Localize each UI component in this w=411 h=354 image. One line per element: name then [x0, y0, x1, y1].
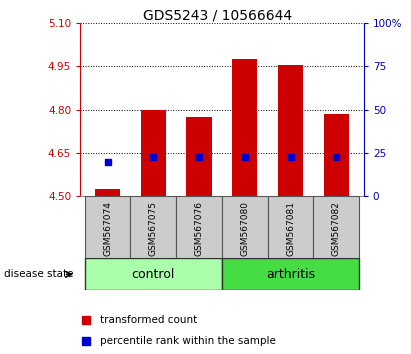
Bar [176, 196, 222, 258]
Text: GSM567074: GSM567074 [103, 201, 112, 256]
Text: percentile rank within the sample: percentile rank within the sample [100, 336, 276, 346]
Text: GSM567080: GSM567080 [240, 201, 249, 256]
Bar [232, 59, 257, 196]
Text: GSM567081: GSM567081 [286, 201, 295, 256]
Bar [141, 110, 166, 196]
Text: disease state: disease state [4, 269, 74, 279]
Text: arthritis: arthritis [266, 268, 315, 281]
Text: transformed count: transformed count [100, 315, 197, 325]
Bar [314, 196, 359, 258]
Bar [95, 189, 120, 196]
Bar [130, 196, 176, 258]
Bar [222, 258, 359, 290]
Text: GSM567075: GSM567075 [149, 201, 158, 256]
Bar [85, 258, 222, 290]
Text: GSM567082: GSM567082 [332, 201, 341, 256]
Bar [268, 196, 314, 258]
Text: control: control [132, 268, 175, 281]
Bar [187, 117, 212, 196]
Text: GDS5243 / 10566644: GDS5243 / 10566644 [143, 9, 292, 23]
Bar [324, 114, 349, 196]
Text: GSM567076: GSM567076 [194, 201, 203, 256]
Bar [278, 65, 303, 196]
Bar [222, 196, 268, 258]
Bar [85, 196, 130, 258]
